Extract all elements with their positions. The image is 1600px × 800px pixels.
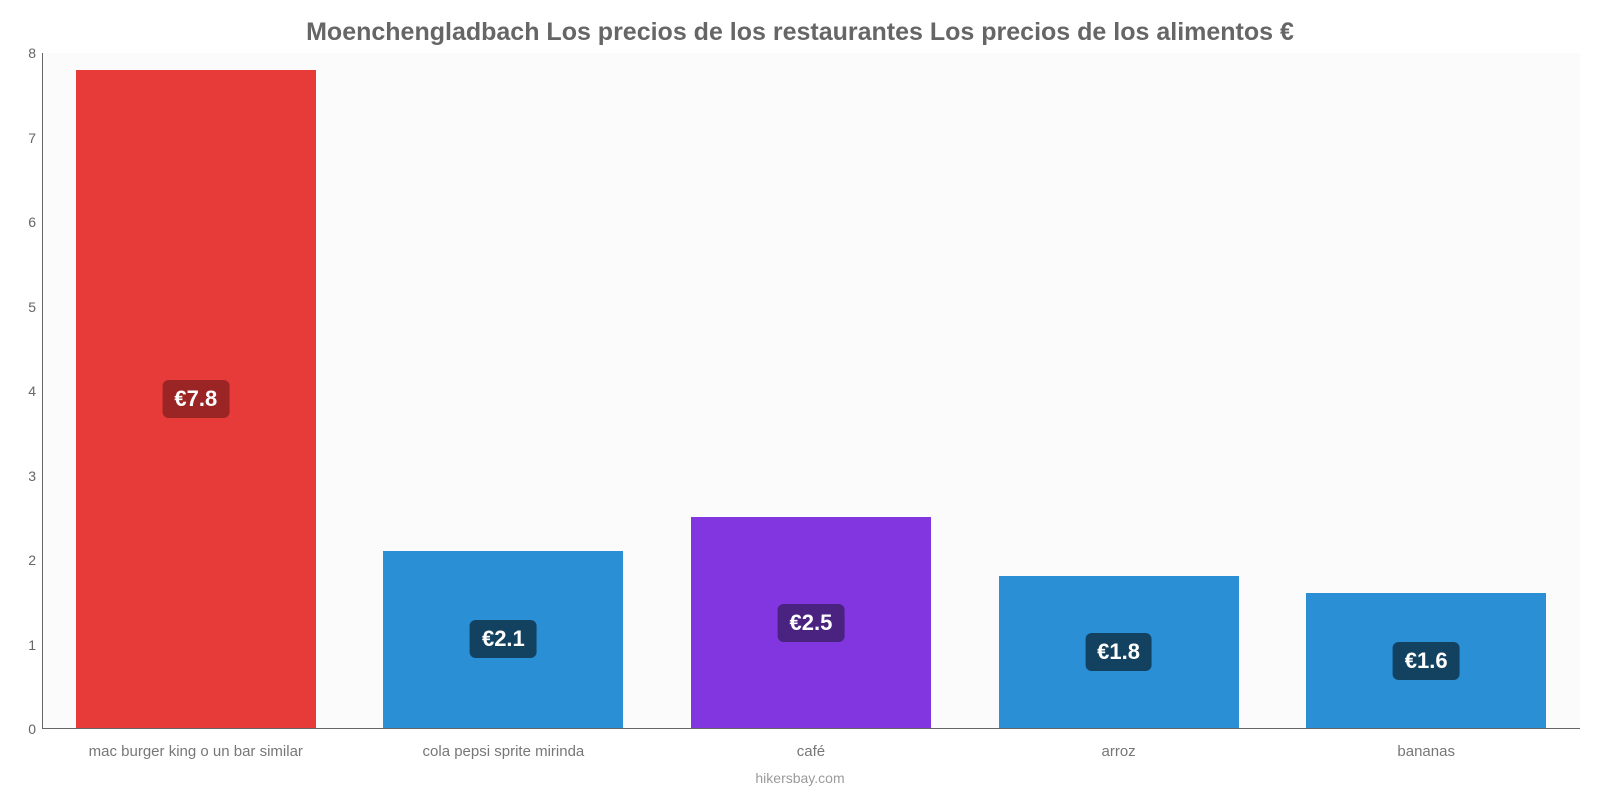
y-tick: 2: [28, 552, 36, 568]
bar: €2.1: [383, 551, 623, 728]
plot-area: €7.8 €2.1 €2.5 €1.8 €1.6: [42, 53, 1580, 729]
value-badge: €1.6: [1393, 642, 1460, 680]
x-label: arroz: [965, 729, 1273, 760]
y-tick: 6: [28, 214, 36, 230]
y-tick: 3: [28, 468, 36, 484]
y-axis: 012345678: [10, 53, 42, 729]
y-tick: 8: [28, 45, 36, 61]
bars-container: €7.8 €2.1 €2.5 €1.8 €1.6: [42, 53, 1580, 728]
bar: €1.6: [1306, 593, 1546, 728]
value-badge: €1.8: [1085, 633, 1152, 671]
y-tick: 1: [28, 637, 36, 653]
x-label: café: [657, 729, 965, 760]
value-badge: €7.8: [162, 380, 229, 418]
x-axis: mac burger king o un bar similarcola pep…: [0, 729, 1600, 760]
bar: €1.8: [999, 576, 1239, 728]
y-tick: 0: [28, 721, 36, 737]
price-bar-chart: Moenchengladbach Los precios de los rest…: [0, 0, 1600, 800]
bar: €7.8: [76, 70, 316, 728]
x-label: mac burger king o un bar similar: [42, 729, 350, 760]
y-tick: 5: [28, 299, 36, 315]
value-badge: €2.5: [778, 604, 845, 642]
plot-row: 012345678 €7.8€2.1€2.5€1.8€1.6: [0, 53, 1600, 729]
x-label: cola pepsi sprite mirinda: [350, 729, 658, 760]
bar-slot: €2.1: [350, 53, 658, 728]
y-tick: 7: [28, 130, 36, 146]
value-badge: €2.1: [470, 620, 537, 658]
bar-slot: €7.8: [42, 53, 350, 728]
bar: €2.5: [691, 517, 931, 728]
chart-footer: hikersbay.com: [0, 760, 1600, 800]
x-label: bananas: [1272, 729, 1580, 760]
y-tick: 4: [28, 383, 36, 399]
chart-title: Moenchengladbach Los precios de los rest…: [0, 0, 1600, 53]
bar-slot: €1.6: [1272, 53, 1580, 728]
bar-slot: €2.5: [657, 53, 965, 728]
bar-slot: €1.8: [965, 53, 1273, 728]
